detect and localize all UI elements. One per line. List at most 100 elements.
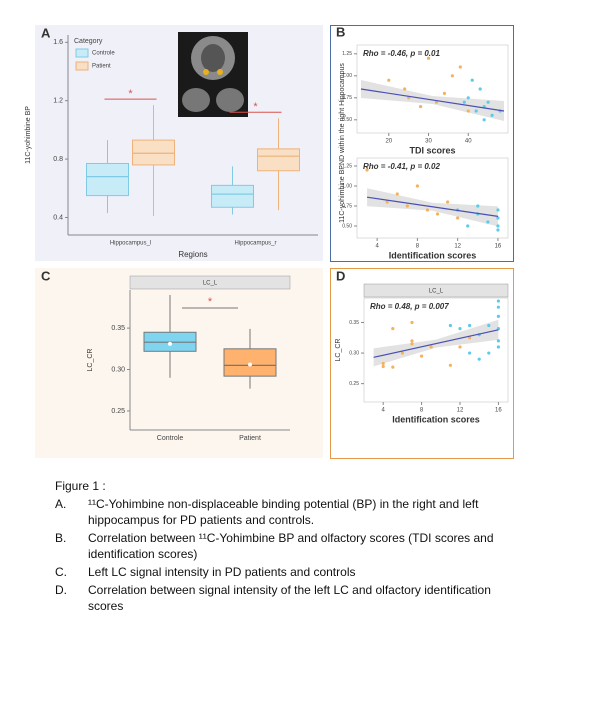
x-axis-label: TDI scores	[409, 145, 455, 155]
facet-label: LC_L	[429, 289, 444, 295]
y-tick-label: 0.35	[111, 325, 125, 332]
point	[381, 361, 385, 366]
point	[415, 184, 419, 188]
stat-annotation: Rho = -0.41, p = 0.02	[363, 162, 440, 171]
x-tick-label: 12	[457, 408, 464, 414]
x-tick-label: 8	[416, 244, 420, 250]
y-tick-label: 0.50	[342, 117, 352, 123]
x-tick-label: 4	[382, 408, 386, 414]
panel-letter: C	[41, 268, 51, 283]
point	[476, 204, 480, 208]
point	[477, 357, 481, 361]
point	[466, 224, 470, 228]
x-tick-label: 30	[425, 139, 432, 145]
y-tick-label: 1.00	[342, 183, 352, 189]
facet-label: LC_L	[203, 281, 218, 287]
point	[448, 323, 452, 328]
y-tick-label: 1.25	[342, 163, 352, 169]
point	[496, 208, 500, 212]
x-tick-label: 20	[385, 139, 392, 145]
plot-area	[356, 44, 509, 134]
y-tick-label: 0.8	[53, 156, 63, 163]
point	[496, 305, 500, 309]
x-tick-label: Patient	[239, 435, 261, 442]
point	[450, 74, 454, 78]
caption: Figure 1 : A. ¹¹C-Yohimbine non-displacea…	[55, 478, 505, 614]
point	[470, 78, 474, 82]
box	[257, 148, 300, 172]
point	[434, 100, 439, 104]
point	[448, 363, 452, 367]
point	[468, 336, 472, 340]
y-tick-label: 0.25	[349, 381, 359, 387]
mean-dot	[168, 341, 172, 346]
point	[456, 216, 460, 220]
box	[211, 184, 254, 208]
y-tick-label: 0.25	[111, 408, 125, 415]
figure: 0.4 0.8 1.2 1.6A Regions 11C-yohimbine BP Hipp…	[25, 24, 514, 459]
legend-swatch	[75, 48, 89, 58]
x-tick-label: Hippocampus_r	[234, 241, 276, 247]
point	[487, 323, 491, 328]
significance-star: *	[253, 101, 258, 113]
y-axis-label: LC_CR	[87, 349, 94, 372]
y-tick-label: 1.2	[53, 98, 63, 105]
point	[429, 345, 433, 349]
legend-label: Patient	[92, 64, 111, 70]
brain-image	[178, 32, 248, 117]
point	[418, 105, 423, 109]
caption-letter: C.	[55, 565, 67, 579]
point	[425, 208, 430, 212]
caption-letter: A.	[55, 497, 67, 511]
point	[486, 100, 490, 104]
caption-letter: B.	[55, 531, 67, 545]
point	[486, 220, 490, 224]
point	[487, 351, 491, 355]
significance-star: *	[208, 296, 213, 308]
point	[400, 351, 404, 355]
legend-label: Controle	[92, 51, 115, 57]
point	[391, 326, 395, 331]
point	[496, 345, 500, 349]
point	[435, 212, 440, 216]
box	[223, 348, 277, 377]
y-tick-label: 0.50	[342, 223, 352, 229]
caption-letter: D.	[55, 583, 67, 597]
point	[468, 323, 472, 328]
stat-annotation: Rho = 0.48, p = 0.007	[370, 302, 449, 311]
legend-swatch	[75, 61, 89, 71]
point	[403, 87, 407, 91]
point	[410, 320, 414, 325]
facet-strip	[129, 275, 291, 290]
caption-item: B. Correlation between ¹¹C-Yohimbine BP a…	[55, 530, 505, 562]
y-tick-label: 0.30	[349, 350, 359, 356]
point	[490, 113, 494, 117]
point	[385, 200, 389, 204]
point	[482, 118, 486, 122]
y-tick-label: 0.35	[349, 320, 359, 326]
y-tick-label: 0.75	[342, 95, 352, 101]
y-tick-label: 0.4	[53, 214, 63, 221]
point	[446, 200, 450, 204]
trend-line	[360, 88, 505, 112]
point	[420, 354, 424, 358]
caption-text: ¹¹C-Yohimbine non-displaceable binding p…	[88, 497, 479, 527]
box	[132, 139, 175, 166]
point	[410, 339, 414, 343]
x-tick-label: 40	[465, 139, 472, 145]
panel-letter: D	[336, 268, 345, 283]
x-tick-label: 12	[454, 244, 461, 250]
facet-strip	[363, 283, 509, 298]
y-tick-label: 1.00	[342, 73, 352, 79]
point	[405, 204, 409, 208]
point	[365, 168, 369, 172]
x-axis-label: Identification scores	[392, 414, 480, 424]
x-tick-label: 4	[375, 244, 379, 250]
point	[466, 96, 470, 100]
point	[496, 228, 500, 232]
point	[458, 65, 462, 69]
point	[496, 224, 500, 228]
point	[387, 78, 391, 82]
x-tick-label: 8	[420, 408, 424, 414]
caption-title: Figure 1 :	[55, 479, 106, 493]
